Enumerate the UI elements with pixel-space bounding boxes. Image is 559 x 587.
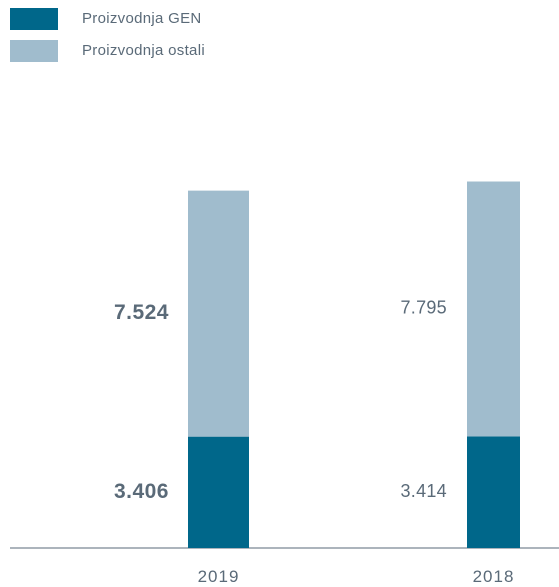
data-label-gen-2018: 3.414 xyxy=(400,481,447,501)
legend-label-gen: Proizvodnja GEN xyxy=(82,10,202,27)
x-tick-label-2019: 2019 xyxy=(198,567,240,586)
data-label-ostali-2019: 7.524 xyxy=(114,301,169,324)
legend-swatch-gen xyxy=(10,8,58,30)
bar-segment-ostali-2018 xyxy=(467,181,520,437)
bar-segment-gen-2019 xyxy=(188,436,249,548)
legend-swatch-ostali xyxy=(10,40,58,62)
data-label-ostali-2018: 7.795 xyxy=(400,298,447,318)
bar-segment-ostali-2019 xyxy=(188,190,249,437)
x-tick-label-2018: 2018 xyxy=(473,567,515,586)
bar-segment-gen-2018 xyxy=(467,436,520,548)
legend-label-ostali: Proizvodnja ostali xyxy=(82,42,205,59)
data-label-gen-2019: 3.406 xyxy=(114,480,169,503)
